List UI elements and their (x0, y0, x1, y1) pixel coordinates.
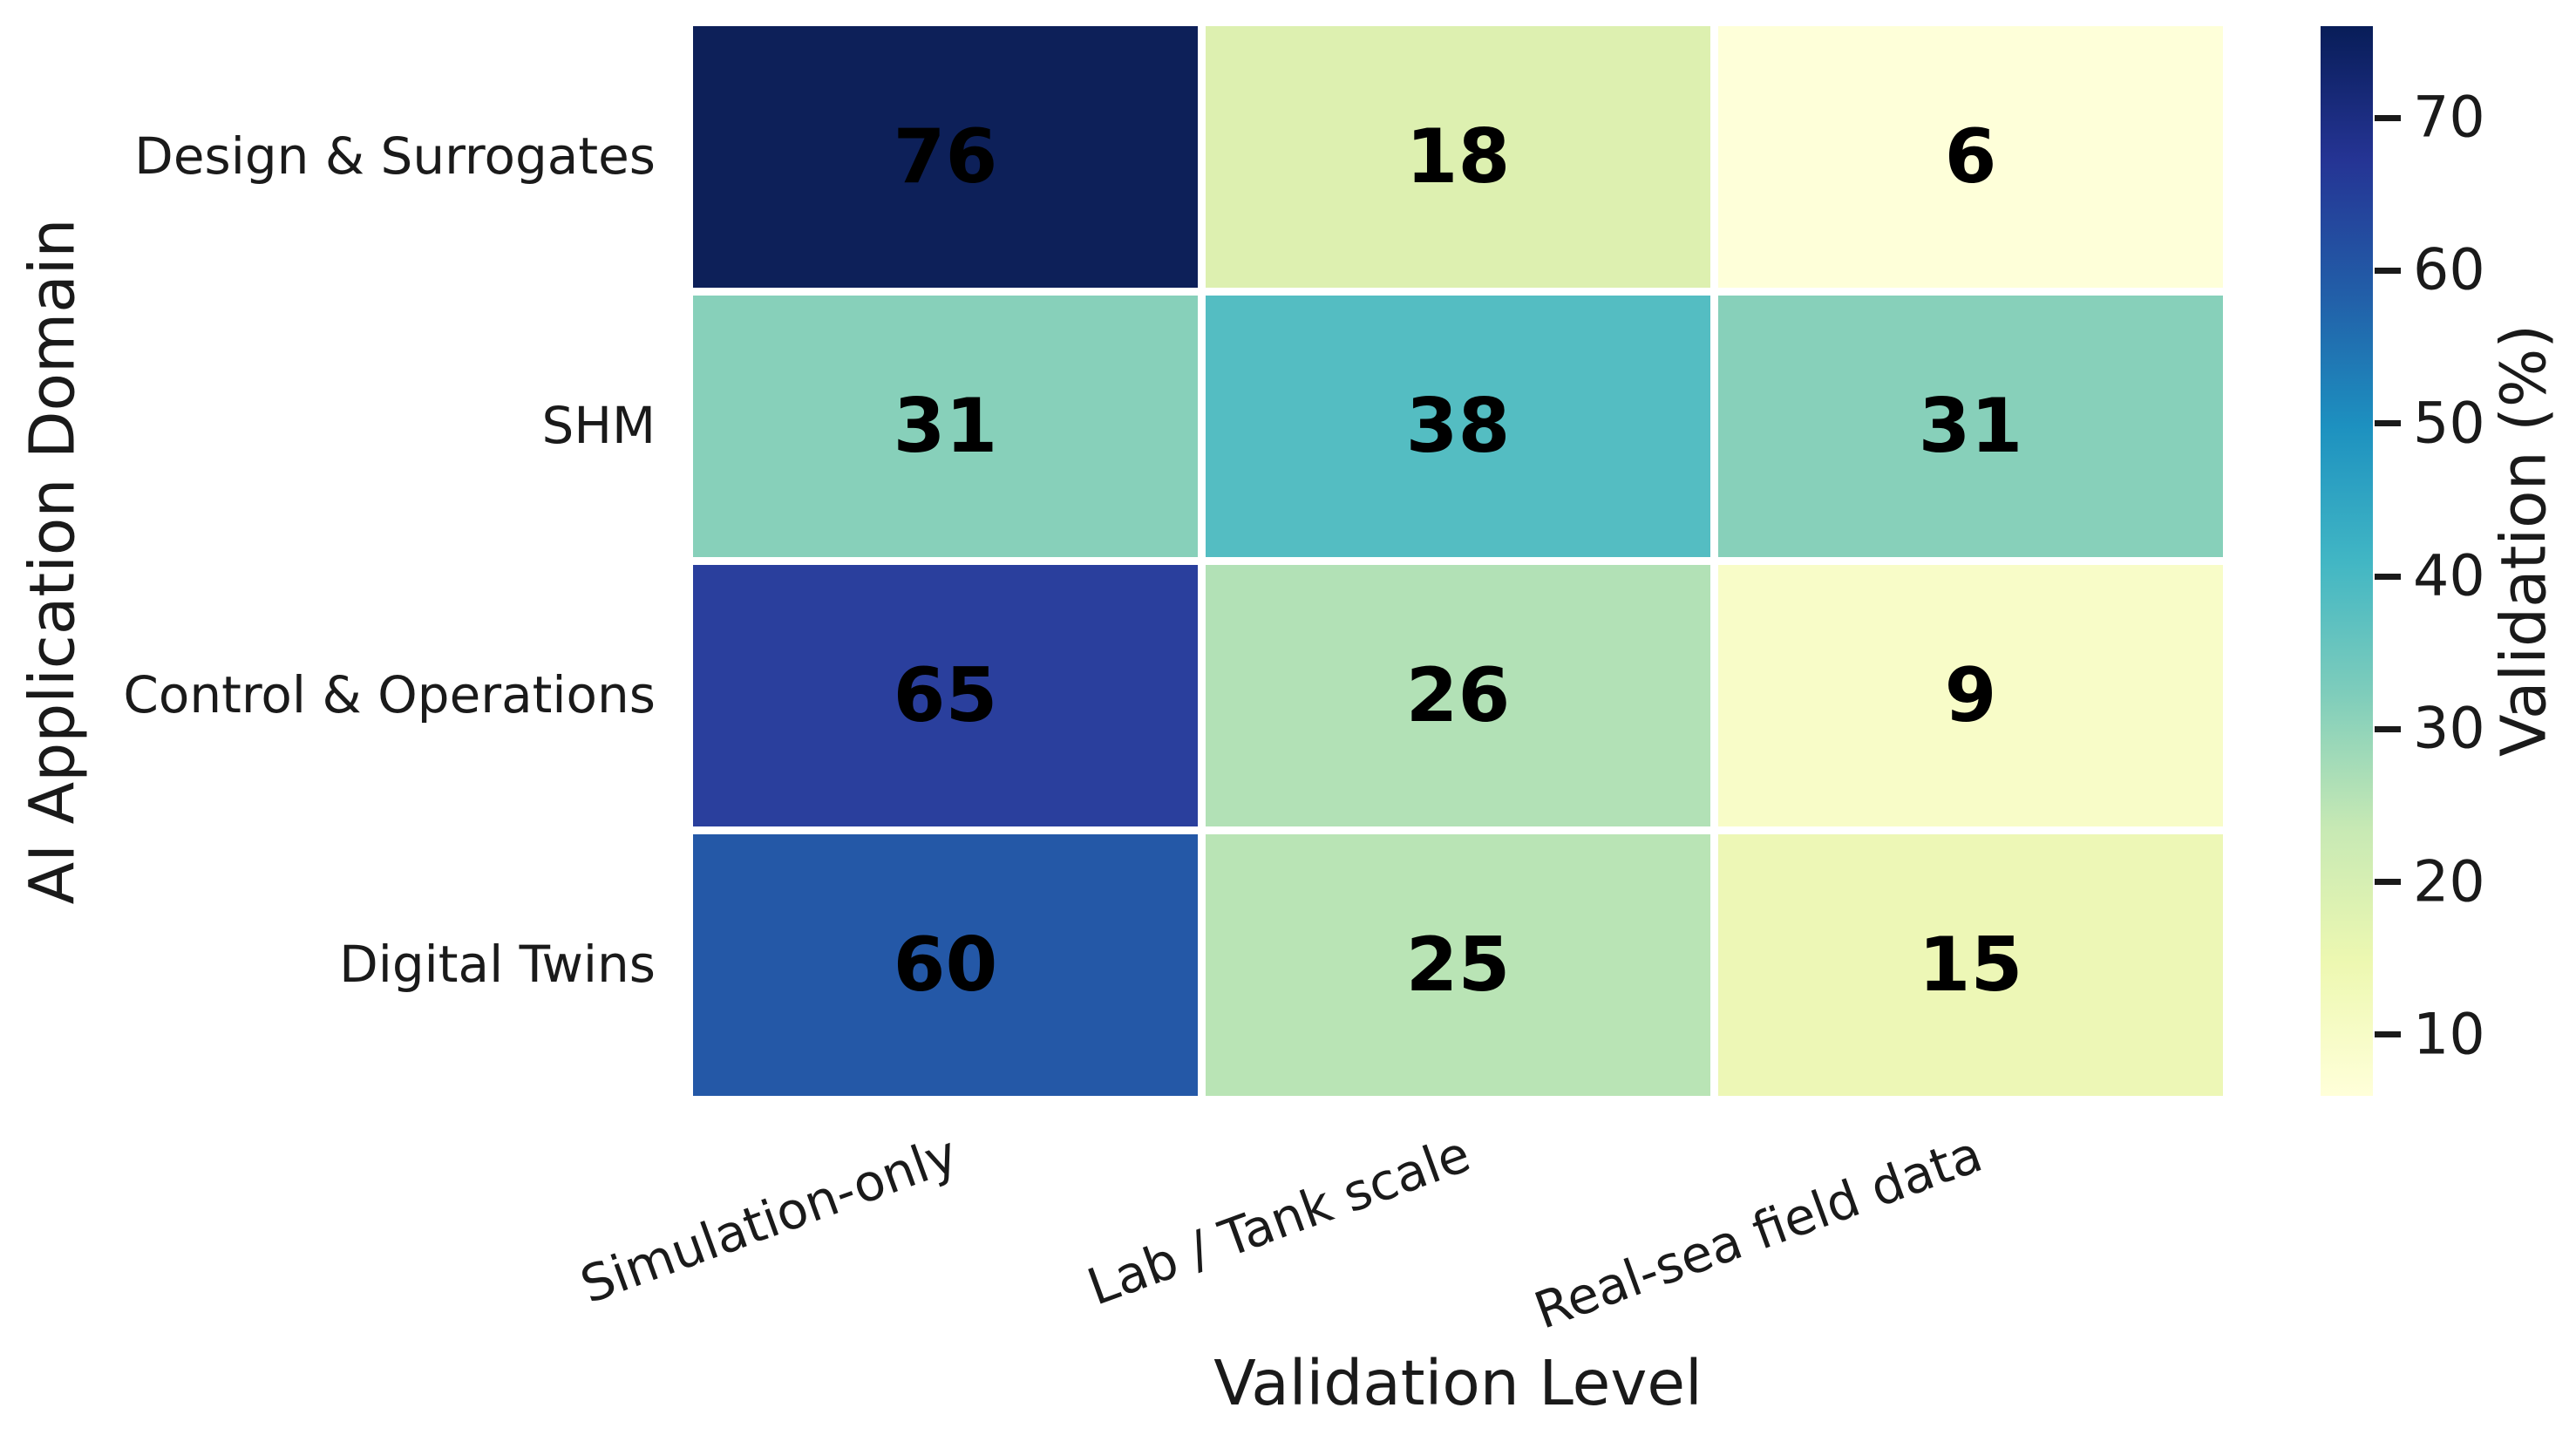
cell-value: 9 (1944, 652, 1997, 739)
heatmap-cell: 65 (693, 565, 1198, 826)
colorbar-tick (2375, 267, 2401, 274)
cell-value: 18 (1405, 113, 1511, 201)
cell-value: 26 (1405, 652, 1511, 739)
colorbar-tick (2375, 725, 2401, 732)
cell-value: 60 (893, 922, 998, 1009)
colorbar-tick-label: 40 (2413, 543, 2485, 609)
colorbar-title: Validation (%) (2487, 323, 2560, 758)
colorbar-tick-label: 10 (2413, 1002, 2485, 1068)
heatmap-cell: 31 (693, 296, 1198, 557)
cell-value: 38 (1405, 383, 1511, 470)
x-tick-label: Real-sea field data (1526, 1124, 1990, 1341)
colorbar-tick (2375, 1031, 2401, 1038)
cell-value: 25 (1405, 922, 1511, 1009)
cell-value: 31 (893, 383, 998, 470)
heatmap-grid: 76 18 6 31 38 31 65 26 9 60 25 15 (693, 26, 2223, 1096)
y-axis-title: AI Application Domain (16, 218, 89, 905)
colorbar-tick (2375, 573, 2401, 580)
cell-value: 6 (1944, 113, 1997, 201)
heatmap-cell: 76 (693, 26, 1198, 288)
cell-value: 76 (893, 113, 998, 201)
y-tick-label: SHM (541, 396, 656, 456)
heatmap-cell: 9 (1718, 565, 2223, 826)
heatmap-cell: 38 (1206, 296, 1710, 557)
x-axis-title: Validation Level (1213, 1347, 1703, 1419)
heatmap-cell: 15 (1718, 834, 2223, 1096)
heatmap-cell: 25 (1206, 834, 1710, 1096)
colorbar-tick-label: 70 (2413, 85, 2485, 151)
colorbar (2321, 26, 2373, 1096)
colorbar-tick (2375, 879, 2401, 886)
y-tick-label: Design & Surrogates (134, 126, 656, 187)
y-tick-label: Digital Twins (339, 935, 656, 995)
heatmap-cell: 31 (1718, 296, 2223, 557)
cell-value: 65 (893, 652, 998, 739)
colorbar-tick (2375, 420, 2401, 427)
y-tick-label: Control & Operations (123, 665, 656, 725)
heatmap-cell: 6 (1718, 26, 2223, 288)
colorbar-tick (2375, 114, 2401, 121)
x-tick-label: Simulation-only (573, 1124, 965, 1316)
colorbar-tick-label: 30 (2413, 696, 2485, 762)
colorbar-tick-label: 20 (2413, 849, 2485, 915)
heatmap-cell: 18 (1206, 26, 1710, 288)
cell-value: 31 (1918, 383, 2023, 470)
colorbar-tick-label: 50 (2413, 391, 2485, 457)
cell-value: 15 (1918, 922, 2023, 1009)
heatmap-cell: 26 (1206, 565, 1710, 826)
heatmap-cell: 60 (693, 834, 1198, 1096)
colorbar-tick-label: 60 (2413, 237, 2485, 303)
x-tick-label: Lab / Tank scale (1079, 1124, 1478, 1317)
